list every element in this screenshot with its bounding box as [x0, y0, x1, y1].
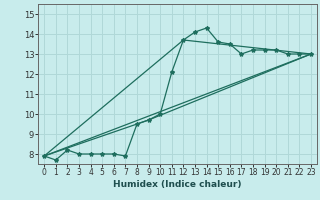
- X-axis label: Humidex (Indice chaleur): Humidex (Indice chaleur): [113, 180, 242, 189]
